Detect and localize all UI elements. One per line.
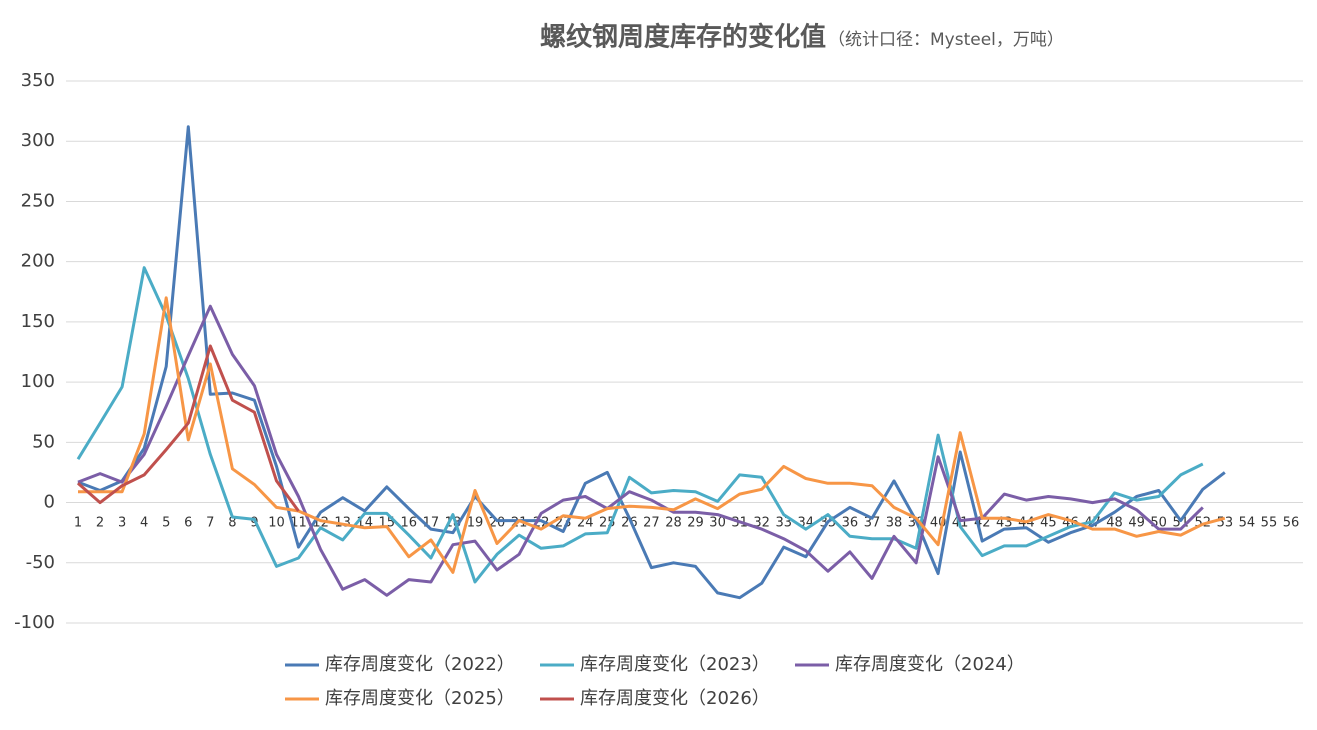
series-line <box>77 125 1226 600</box>
x-tick-label: 49 <box>1128 516 1145 531</box>
chart-subtitle: （统计口径：Mysteel，万吨） <box>828 30 1064 50</box>
series-line <box>77 304 1204 597</box>
x-tick-label: 3 <box>118 516 126 531</box>
y-tick-label: 100 <box>21 371 55 392</box>
y-tick-label: 350 <box>21 70 55 91</box>
series-line <box>77 344 300 512</box>
y-tick-label: 50 <box>32 431 55 452</box>
y-tick-label: -100 <box>14 612 55 633</box>
x-tick-label: 10 <box>268 516 285 531</box>
x-tick-label: 7 <box>206 516 214 531</box>
x-tick-label: 56 <box>1283 516 1300 531</box>
series-line <box>78 296 1226 574</box>
y-tick-label: 0 <box>44 492 55 513</box>
x-tick-label: 37 <box>864 516 881 531</box>
y-tick-label: 200 <box>21 251 55 272</box>
legend-label: 库存周度变化（2022） <box>325 654 515 675</box>
x-tick-label: 16 <box>401 516 418 531</box>
x-tick-label: 27 <box>643 516 660 531</box>
x-tick-label: 8 <box>228 516 236 531</box>
x-tick-label: 30 <box>709 516 726 531</box>
x-tick-label: 6 <box>184 516 192 531</box>
x-tick-label: 33 <box>775 516 792 531</box>
y-tick-label: -50 <box>26 552 55 573</box>
y-tick-label: 300 <box>21 130 55 151</box>
x-tick-label: 53 <box>1217 516 1234 531</box>
x-tick-label: 54 <box>1239 516 1256 531</box>
x-tick-label: 5 <box>162 516 170 531</box>
y-tick-label: 150 <box>21 311 55 332</box>
x-tick-label: 38 <box>886 516 903 531</box>
x-tick-label: 55 <box>1261 516 1278 531</box>
x-tick-label: 1 <box>74 516 82 531</box>
legend-label: 库存周度变化（2025） <box>325 688 515 709</box>
x-tick-label: 36 <box>842 516 859 531</box>
legend-label: 库存周度变化（2023） <box>580 654 770 675</box>
x-tick-label: 48 <box>1106 516 1123 531</box>
legend-label: 库存周度变化（2026） <box>580 688 770 709</box>
x-tick-label: 28 <box>665 516 682 531</box>
y-tick-label: 250 <box>21 190 55 211</box>
x-tick-label: 29 <box>687 516 704 531</box>
x-tick-label: 4 <box>140 516 148 531</box>
x-tick-label: 2 <box>96 516 104 531</box>
chart-title: 螺纹钢周度库存的变化值 <box>540 22 826 53</box>
series-line <box>76 266 1204 584</box>
legend-label: 库存周度变化（2024） <box>835 654 1025 675</box>
x-tick-label: 19 <box>467 516 484 531</box>
x-tick-label: 45 <box>1040 516 1057 531</box>
